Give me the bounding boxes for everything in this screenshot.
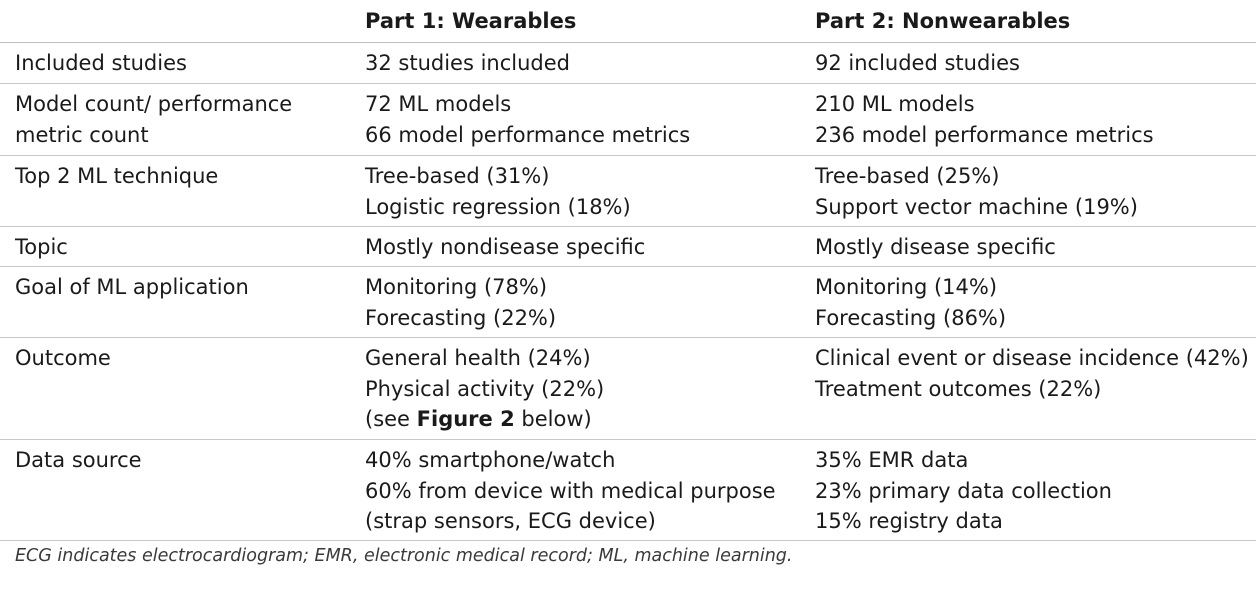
row-label-text: Goal of ML application [15, 275, 249, 299]
nonwearables-line: Forecasting (86%) [815, 305, 1007, 330]
nonwearables-cell: Clinical event or disease incidence (42%… [800, 338, 1256, 439]
row-label: Model count/ performance metric count [0, 84, 350, 155]
table-row-goal: Goal of ML application Monitoring (78%) … [0, 267, 1256, 338]
nonwearables-line: Treatment outcomes (22%) [815, 376, 1102, 401]
row-label: Outcome [0, 338, 350, 439]
wearables-line: Logistic regression (18%) [365, 194, 631, 219]
wearables-line: Forecasting (22%) [365, 305, 557, 330]
header-wearables: Part 1: Wearables [365, 9, 577, 33]
table-row-included-studies: Included studies 32 studies included 92 … [0, 43, 1256, 84]
wearables-line: 32 studies included [365, 51, 570, 75]
wearables-cell: General health (24%) Physical activity (… [350, 338, 800, 439]
row-label-text: Topic [15, 235, 68, 259]
wearables-line: 72 ML models [365, 92, 512, 116]
wearables-cell: Tree-based (31%) Logistic regression (18… [350, 156, 800, 226]
row-label: Included studies [0, 43, 350, 83]
row-label-text: Model count/ performance [15, 92, 293, 116]
wearables-cell: 40% smartphone/watch 60% from device wit… [350, 440, 800, 540]
row-label-text: Top 2 ML technique [15, 164, 219, 188]
row-label: Data source [0, 440, 350, 540]
row-label-text: Outcome [15, 346, 111, 370]
nonwearables-line: 35% EMR data [815, 448, 969, 472]
table-header-row: Part 1: Wearables Part 2: Nonwearables [0, 0, 1256, 43]
wearables-cell: Mostly nondisease specific [350, 227, 800, 266]
figure-2-link[interactable]: Figure 2 [416, 407, 515, 431]
wearables-line: 66 model performance metrics [365, 122, 691, 147]
nonwearables-line: 236 model performance metrics [815, 122, 1154, 147]
nonwearables-cell: Mostly disease specific [800, 227, 1256, 266]
row-label-text: Included studies [15, 51, 187, 75]
nonwearables-line: 210 ML models [815, 92, 975, 116]
row-label-text: metric count [15, 122, 149, 147]
wearables-line: Tree-based (31%) [365, 164, 550, 188]
comparison-table: Part 1: Wearables Part 2: Nonwearables I… [0, 0, 1256, 541]
nonwearables-line: Monitoring (14%) [815, 275, 998, 299]
wearables-line: Monitoring (78%) [365, 275, 548, 299]
nonwearables-line: Mostly disease specific [815, 235, 1056, 259]
figure-reference: (see Figure 2 below) [365, 404, 800, 435]
nonwearables-cell: Monitoring (14%) Forecasting (86%) [800, 267, 1256, 337]
wearables-cell: Monitoring (78%) Forecasting (22%) [350, 267, 800, 337]
row-label: Top 2 ML technique [0, 156, 350, 226]
nonwearables-line: 15% registry data [815, 509, 1003, 533]
nonwearables-cell: 210 ML models 236 model performance metr… [800, 84, 1256, 155]
figure-reference-prefix: (see [365, 407, 417, 431]
wearables-line: Physical activity (22%) [365, 376, 605, 401]
figure-reference-suffix: below) [514, 407, 592, 431]
wearables-cell: 72 ML models 66 model performance metric… [350, 84, 800, 155]
table-row-data-source: Data source 40% smartphone/watch 60% fro… [0, 440, 1256, 541]
header-empty-cell [0, 0, 350, 42]
row-label: Topic [0, 227, 350, 266]
wearables-cell: 32 studies included [350, 43, 800, 83]
table-row-outcome: Outcome General health (24%) Physical ac… [0, 338, 1256, 440]
row-label-text: Data source [15, 448, 142, 472]
wearables-line: (strap sensors, ECG device) [365, 509, 656, 533]
header-nonwearables: Part 2: Nonwearables [815, 9, 1071, 33]
wearables-line: Mostly nondisease specific [365, 235, 646, 259]
nonwearables-line: 92 included studies [815, 51, 1020, 75]
nonwearables-cell: Tree-based (25%) Support vector machine … [800, 156, 1256, 226]
nonwearables-line: Support vector machine (19%) [815, 194, 1138, 219]
nonwearables-line: 23% primary data collection [815, 478, 1112, 503]
wearables-line: General health (24%) [365, 346, 591, 370]
nonwearables-cell: 92 included studies [800, 43, 1256, 83]
table-row-model-count: Model count/ performance metric count 72… [0, 84, 1256, 156]
wearables-line: 40% smartphone/watch [365, 448, 616, 472]
table-row-topic: Topic Mostly nondisease specific Mostly … [0, 227, 1256, 267]
nonwearables-cell: 35% EMR data 23% primary data collection… [800, 440, 1256, 540]
wearables-line: 60% from device with medical purpose [365, 478, 776, 503]
table-row-ml-technique: Top 2 ML technique Tree-based (31%) Logi… [0, 156, 1256, 227]
table-footnote: ECG indicates electrocardiogram; EMR, el… [15, 546, 793, 566]
nonwearables-line: Tree-based (25%) [815, 164, 1000, 188]
row-label: Goal of ML application [0, 267, 350, 337]
nonwearables-line: Clinical event or disease incidence (42%… [815, 346, 1249, 370]
